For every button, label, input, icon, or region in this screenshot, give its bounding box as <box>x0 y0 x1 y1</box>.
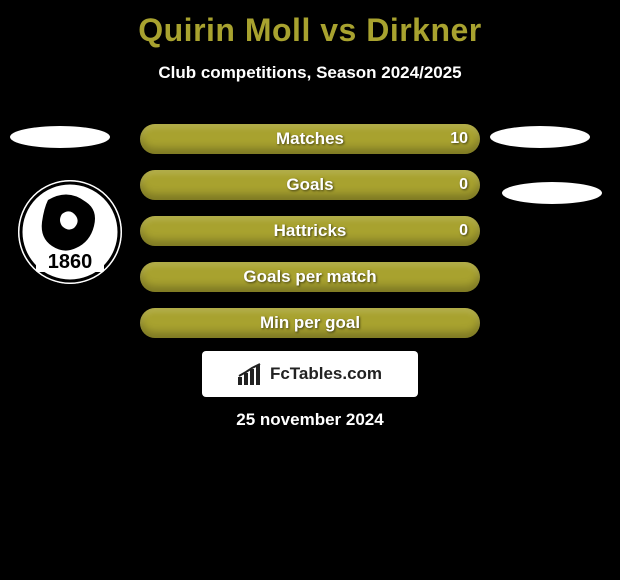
stat-label: Goals <box>286 175 333 195</box>
fctables-logo: FcTables.com <box>238 363 382 385</box>
stat-value: 0 <box>459 176 468 194</box>
stat-label: Matches <box>276 129 344 149</box>
stat-value: 10 <box>450 130 468 148</box>
stat-bar-fill: Matches 10 <box>140 124 480 154</box>
stat-bar: Goals 0 <box>140 170 480 200</box>
subtitle: Club competitions, Season 2024/2025 <box>0 63 620 83</box>
stat-bar-fill: Hattricks 0 <box>140 216 480 246</box>
stat-bar: Goals per match <box>140 262 480 292</box>
fctables-logo-box: FcTables.com <box>202 351 418 397</box>
left-oval-placeholder <box>10 126 110 148</box>
right-oval-placeholder-1 <box>490 126 590 148</box>
date-text: 25 november 2024 <box>0 410 620 430</box>
stat-label: Hattricks <box>274 221 347 241</box>
stat-bar: Min per goal <box>140 308 480 338</box>
right-oval-placeholder-2 <box>502 182 602 204</box>
stat-bar-fill: Goals 0 <box>140 170 480 200</box>
stat-label: Min per goal <box>260 313 360 333</box>
stat-bar: Hattricks 0 <box>140 216 480 246</box>
bars-icon <box>238 363 264 385</box>
stat-label: Goals per match <box>243 267 376 287</box>
stat-bar: Matches 10 <box>140 124 480 154</box>
badge-year-text: 1860 <box>48 251 93 273</box>
page-title: Quirin Moll vs Dirkner <box>0 0 620 49</box>
fctables-logo-text: FcTables.com <box>270 364 382 384</box>
club-badge: 1860 <box>18 180 122 284</box>
stat-bar-fill: Min per goal <box>140 308 480 338</box>
stat-value: 0 <box>459 222 468 240</box>
stat-bar-fill: Goals per match <box>140 262 480 292</box>
club-badge-svg: 1860 <box>18 180 122 284</box>
